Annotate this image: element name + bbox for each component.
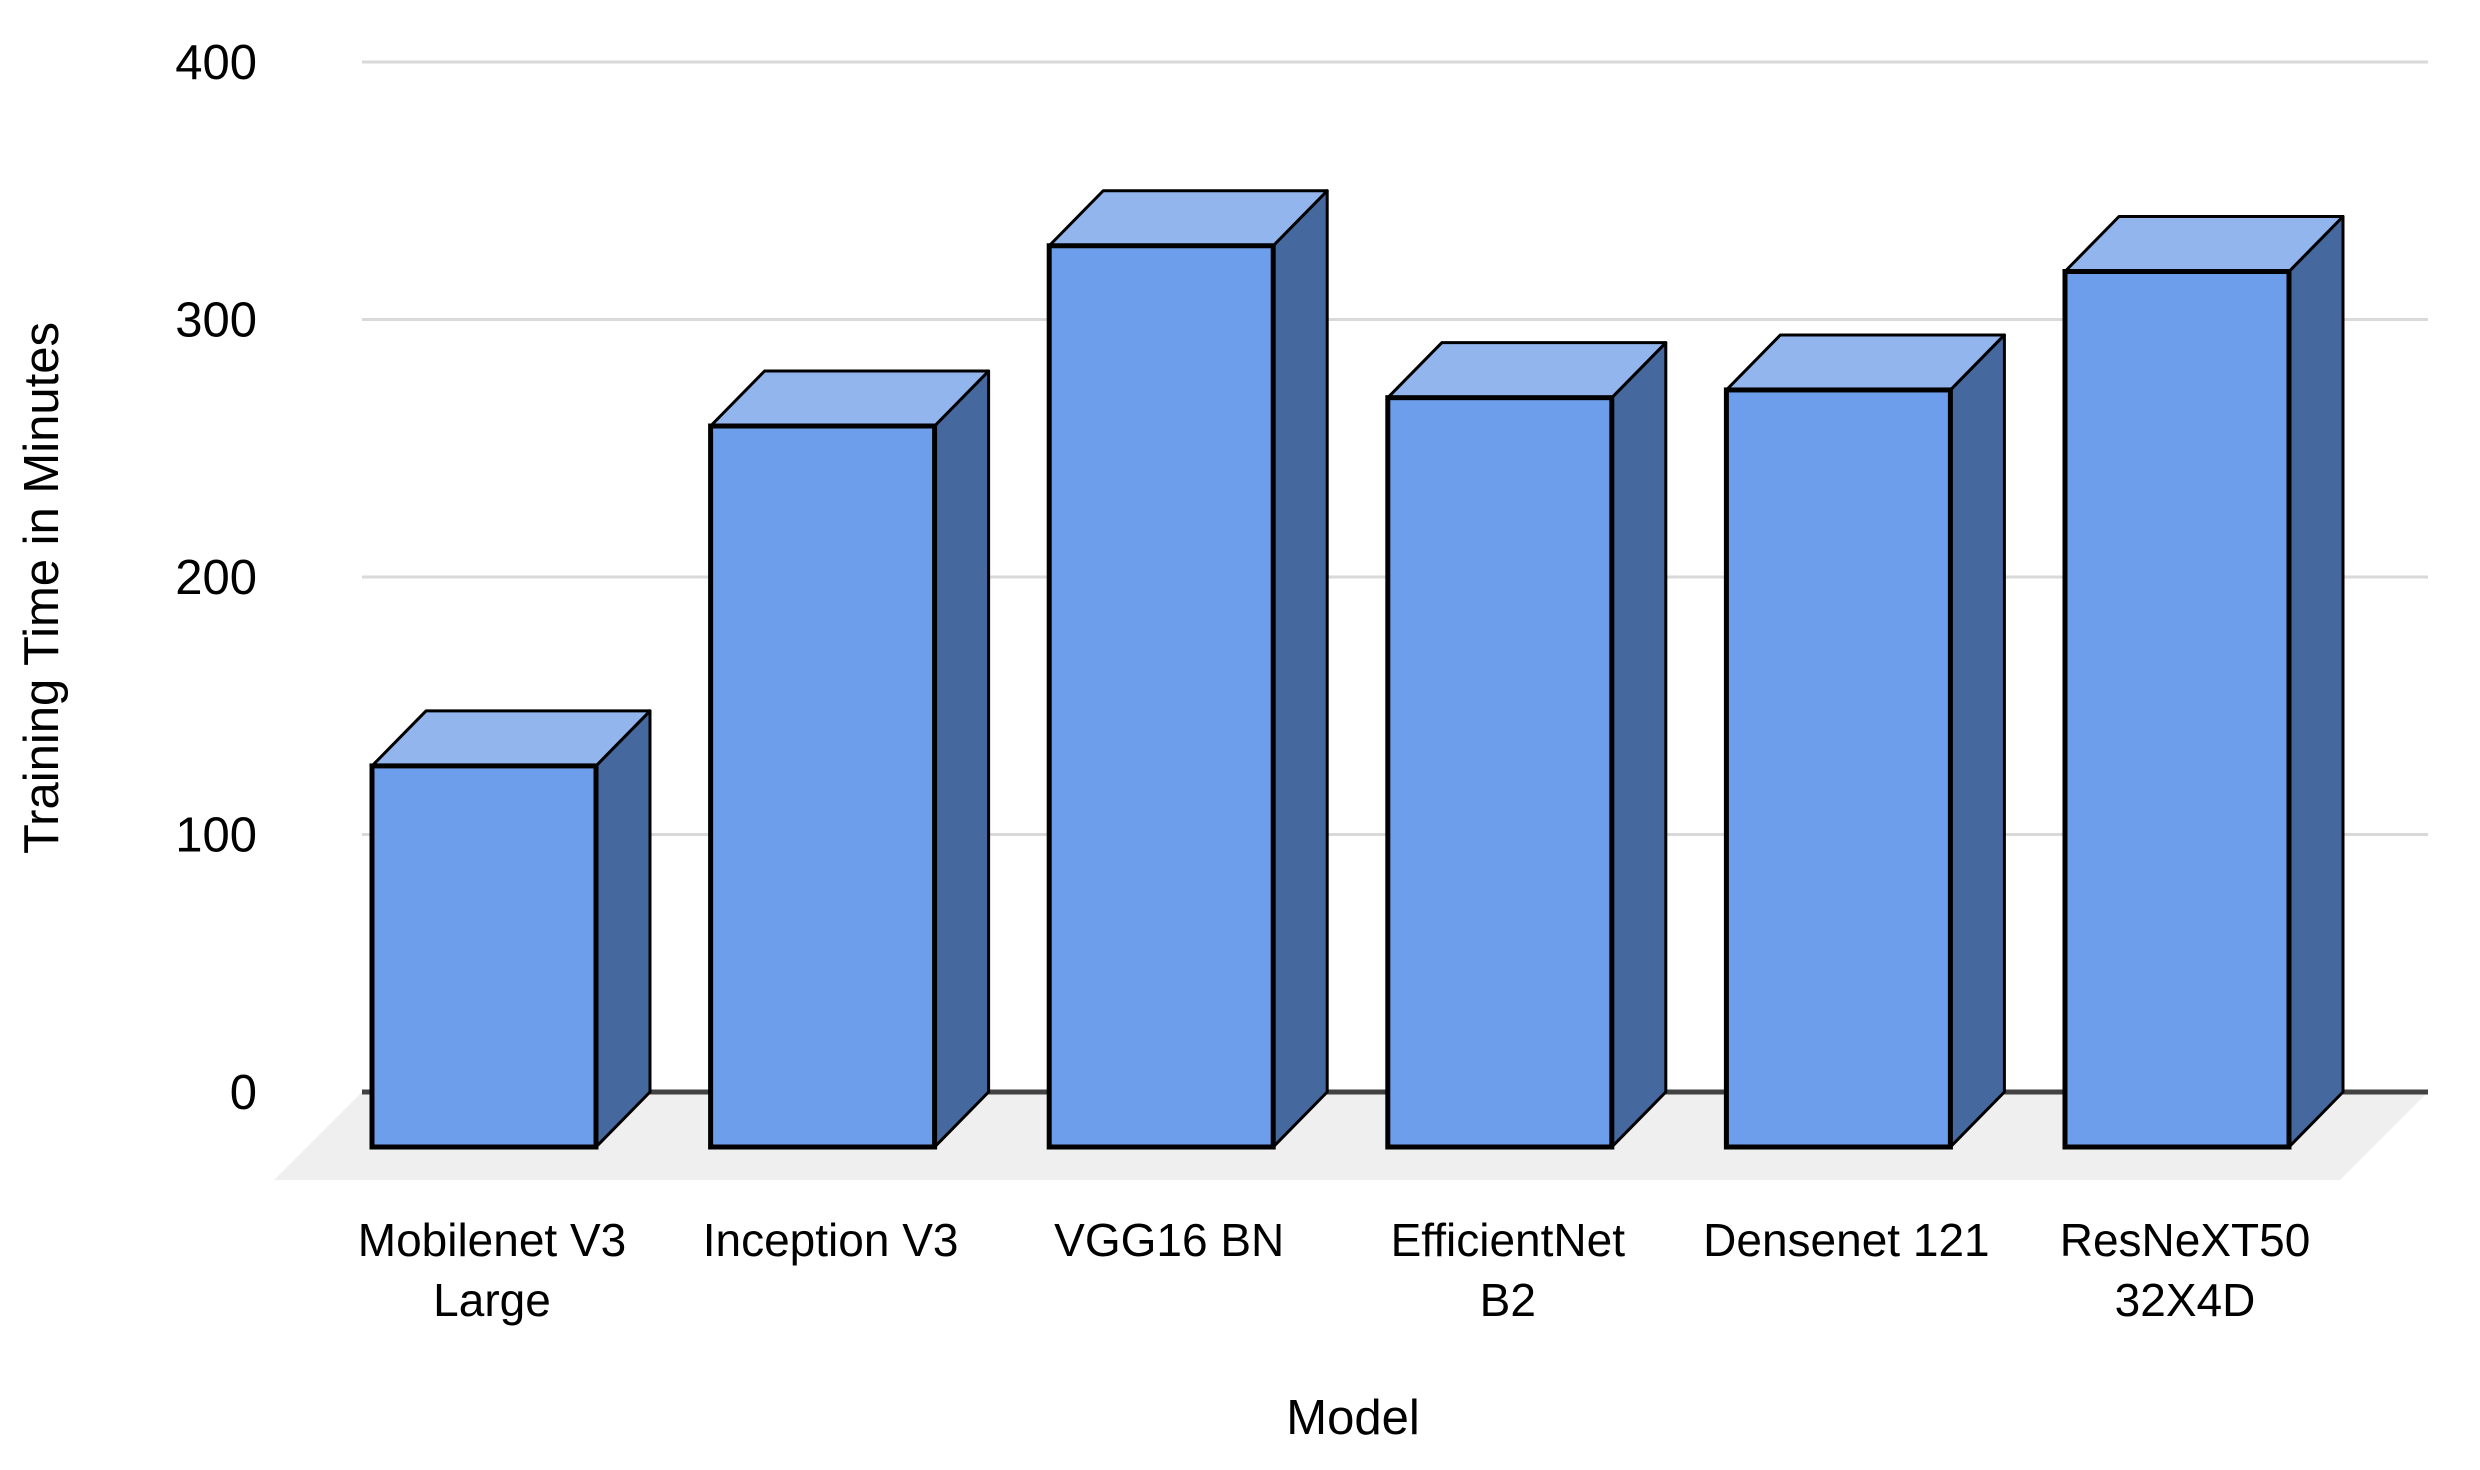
y-axis-title: Training Time in Minutes: [15, 322, 69, 854]
bar-side-face: [594, 709, 652, 1149]
category-labels-layer: Mobilenet V3 Large Inception V3 VGG16 BN Eff…: [358, 1214, 2311, 1326]
bar-front-face: [1046, 243, 1276, 1150]
bar-front-face: [1385, 395, 1615, 1150]
y-tick-labels-layer: 0 100 200 300 400: [175, 36, 257, 1120]
bar-mobilenet-v3-large: [369, 709, 652, 1150]
bar-inception-v3: [708, 369, 991, 1150]
category-label-line: VGG16 BN: [1054, 1214, 1284, 1266]
category-label-line: Densenet 121: [1703, 1214, 1989, 1266]
category-label-mobilenet-v3-large: Mobilenet V3 Large: [358, 1214, 627, 1326]
bar-side-face: [2287, 215, 2345, 1149]
category-label-line: Mobilenet V3: [358, 1214, 627, 1266]
bars-layer: [369, 189, 2345, 1150]
bar-resnext50-32x4d: [2062, 215, 2345, 1150]
y-tick-label-200: 200: [175, 551, 257, 605]
category-label-line: EfficientNet: [1391, 1214, 1626, 1266]
category-label-efficientnet-b2: EfficientNet B2: [1391, 1214, 1626, 1326]
category-label-vgg16-bn: VGG16 BN: [1054, 1214, 1284, 1266]
bar-front-face: [369, 763, 599, 1150]
bar-side-face: [1271, 189, 1329, 1149]
bar-side-face: [1948, 333, 2006, 1149]
category-label-inception-v3: Inception V3: [703, 1214, 959, 1266]
category-label-line: 32X4D: [2115, 1274, 2256, 1326]
bar-front-face: [708, 423, 938, 1150]
bar-vgg16-bn: [1046, 189, 1329, 1150]
bar-densenet-121: [1723, 333, 2006, 1150]
category-label-line: Large: [433, 1274, 551, 1326]
y-tick-label-300: 300: [175, 294, 257, 348]
y-tick-label-100: 100: [175, 809, 257, 863]
category-label-resnext50-32x4d: ResNeXT50 32X4D: [2060, 1214, 2311, 1326]
category-label-line: B2: [1480, 1274, 1536, 1326]
bar-side-face: [1610, 341, 1668, 1149]
bar-efficientnet-b2: [1385, 341, 1668, 1150]
bar-side-face: [933, 369, 991, 1149]
bar-front-face: [2062, 269, 2292, 1150]
y-tick-label-400: 400: [175, 36, 257, 90]
y-tick-label-0: 0: [230, 1066, 257, 1120]
category-label-line: Inception V3: [703, 1214, 959, 1266]
category-label-line: ResNeXT50: [2060, 1214, 2311, 1266]
bar-front-face: [1723, 387, 1953, 1150]
category-label-densenet-121: Densenet 121: [1703, 1214, 1989, 1266]
x-axis-title: Model: [1286, 1391, 1419, 1445]
